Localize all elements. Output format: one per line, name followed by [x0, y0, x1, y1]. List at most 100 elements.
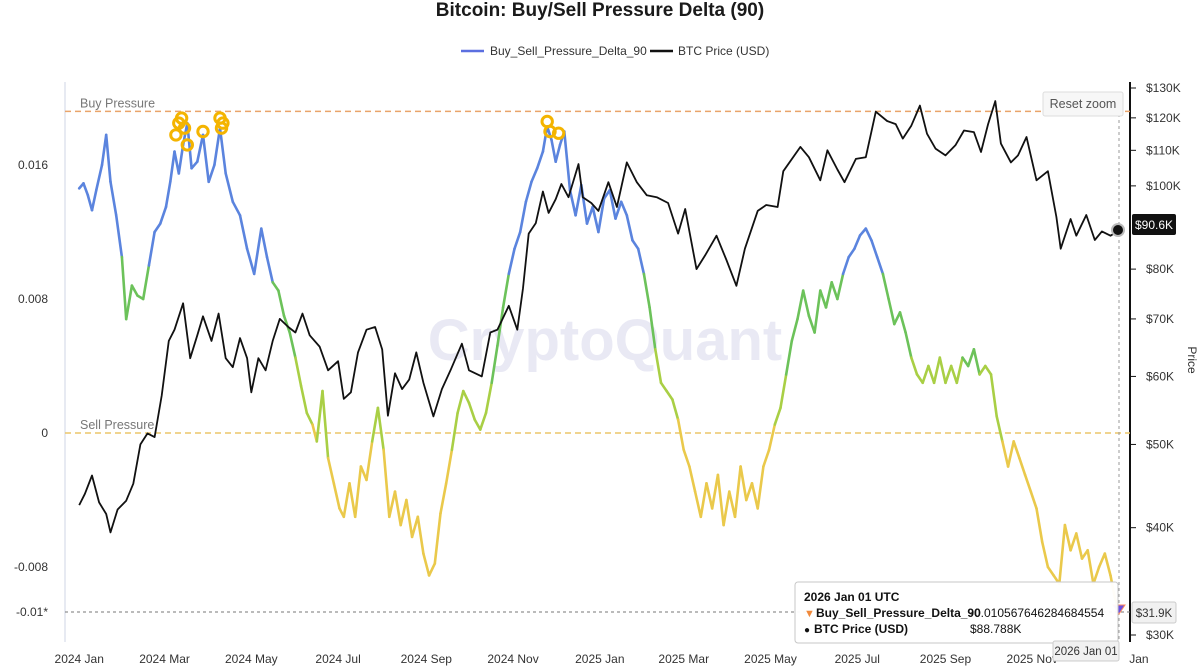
delta-segment: [353, 465, 363, 519]
reference-bands: Buy Pressure Sell Pressure: [65, 96, 1130, 434]
delta-segment: [779, 373, 788, 410]
crosshair-date-label-text: 2026 Jan 01: [1054, 646, 1117, 658]
delta-segment: [665, 389, 674, 401]
delta-segment: [124, 284, 134, 321]
price-value-badge-text: $90.6K: [1135, 218, 1173, 232]
delta-segment: [762, 448, 771, 468]
delta-segment: [109, 180, 118, 217]
delta-segment: [82, 182, 90, 197]
x-tick-9: 2025 Jul: [835, 652, 880, 666]
band-label-1: Sell Pressure: [80, 418, 154, 432]
delta-segment: [796, 289, 805, 321]
delta-segment: [245, 247, 256, 276]
delta-segment: [1103, 552, 1112, 577]
delta-segment: [321, 389, 330, 460]
delta-segment: [550, 138, 558, 163]
delta-segment: [671, 398, 680, 421]
x-tick-1: 2024 Mar: [139, 652, 190, 666]
right-tick-6: $70K: [1146, 312, 1174, 326]
x-tick-8: 2025 May: [744, 652, 797, 666]
delta-segment: [813, 289, 822, 334]
delta-segment: [444, 448, 454, 485]
delta-segment: [153, 222, 162, 234]
x-tick-3: 2024 Jul: [315, 652, 360, 666]
delta-segment: [1063, 523, 1072, 552]
delta-segment: [983, 364, 993, 376]
delta-segment: [790, 317, 799, 343]
legend-item-delta[interactable]: Buy_Sell_Pressure_Delta_90: [461, 44, 647, 58]
delta-segment: [944, 364, 953, 385]
delta-segment: [332, 481, 341, 510]
delta-segment: [853, 234, 862, 251]
delta-segment: [995, 414, 1004, 443]
legend-label-price: BTC Price (USD): [678, 44, 769, 58]
delta-segment: [619, 200, 629, 217]
delta-segment: [410, 515, 420, 539]
reset-zoom-button[interactable]: Reset zoom: [1042, 91, 1124, 117]
legend-item-price[interactable]: BTC Price (USD): [650, 44, 769, 58]
delta-segment: [288, 331, 297, 359]
delta-segment: [196, 133, 205, 163]
right-tick-9: $40K: [1146, 521, 1174, 535]
delta-segment: [427, 562, 437, 577]
delta-price-badge: $31.9K: [1131, 601, 1177, 624]
right-tick-1: $120K: [1146, 111, 1181, 125]
x-tick-2: 2024 May: [225, 652, 278, 666]
x-tick-4: 2024 Sep: [401, 652, 453, 666]
delta-segment: [456, 389, 465, 415]
x-tick-5: 2024 Nov: [487, 652, 538, 666]
tooltip-row-delta-value: -0.010567646284684554: [970, 606, 1104, 620]
delta-segment: [294, 356, 303, 388]
delta-segment: [1018, 456, 1027, 477]
delta-segment: [439, 481, 448, 515]
delta-segment: [224, 172, 235, 204]
tooltip: 2026 Jan 01 UTC ▼ Buy_Sell_Pressure_Delt…: [794, 581, 1119, 644]
delta-segment: [1029, 490, 1038, 510]
left-tick-1: 0.008: [18, 292, 48, 306]
delta-segment: [1006, 440, 1016, 468]
delta-segment: [693, 490, 703, 519]
delta-segment: [921, 364, 930, 385]
delta-segment: [676, 418, 686, 452]
delta-segment: [591, 205, 600, 234]
delta-segment: [784, 339, 794, 376]
delta-segment: [513, 230, 522, 251]
delta-segment: [699, 481, 708, 519]
delta-segment: [733, 465, 742, 519]
delta-segment: [501, 272, 511, 309]
delta-segment: [393, 490, 403, 527]
delta-segment: [201, 133, 210, 184]
delta-series: [77, 121, 1121, 612]
delta-segment: [972, 347, 981, 376]
delta-segment: [530, 167, 539, 184]
delta-segment: [507, 247, 516, 276]
delta-segment: [653, 347, 663, 385]
delta-segment: [1058, 523, 1067, 586]
tooltip-row-delta-name: Buy_Sell_Pressure_Delta_90: [816, 606, 981, 620]
delta-segment: [864, 227, 873, 242]
delta-segment: [416, 515, 425, 555]
chart-title: Bitcoin: Buy/Sell Pressure Delta (90): [436, 0, 764, 21]
delta-segment: [315, 389, 324, 443]
delta-segment: [847, 247, 856, 259]
delta-segment: [949, 364, 959, 385]
delta-segment: [608, 188, 617, 220]
buy-signal-marker: [169, 128, 183, 142]
delta-segment: [870, 239, 879, 259]
delta-segment: [467, 401, 477, 421]
delta-segment: [909, 356, 919, 376]
crosshair-date-label: 2026 Jan 01: [1052, 640, 1120, 662]
buy-signal-marker: [216, 116, 230, 130]
delta-segment: [90, 188, 98, 212]
delta-segment: [141, 264, 151, 301]
right-tick-10: $30K: [1146, 628, 1174, 642]
delta-segment: [568, 188, 577, 217]
delta-segment: [405, 498, 414, 539]
delta-segment: [722, 490, 731, 527]
delta-segment: [259, 227, 269, 259]
delta-segment: [585, 205, 595, 225]
delta-segment: [554, 143, 562, 163]
delta-segment: [881, 272, 890, 301]
price-series: [78, 100, 1120, 534]
delta-segment: [932, 356, 942, 385]
